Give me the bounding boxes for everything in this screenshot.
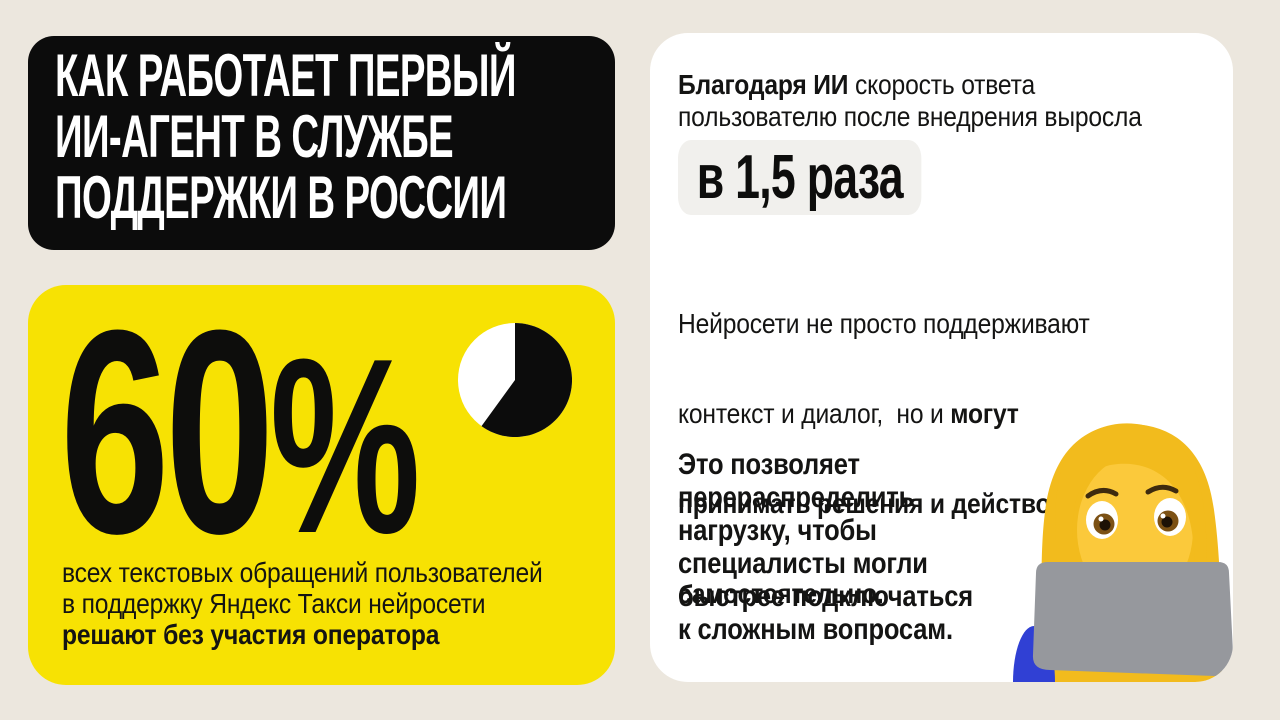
closing-line: к сложным вопросам. [678, 613, 953, 646]
page-title-line: ИИ-АГЕНТ В СЛУЖБЕ [55, 103, 454, 170]
body-line-normal: контекст и диалог, но и [678, 398, 951, 429]
woman-technologist-emoji [1013, 423, 1233, 682]
title-card: КАК РАБОТАЕТ ПЕРВЫЙ ИИ-АГЕНТ В СЛУЖБЕ ПО… [28, 36, 615, 250]
lead-line: пользователю после внедрения выросла [678, 101, 1142, 132]
lead-line: Благодаря ИИ скорость ответа [678, 69, 1142, 101]
page-title-line: ПОДДЕРЖКИ В РОССИИ [55, 164, 507, 231]
closing-line: перераспределить [678, 481, 915, 514]
percent-sign: % [269, 306, 421, 585]
lead-rest: скорость ответа [848, 69, 1036, 100]
stat-caption-line: всех текстовых обращений пользователей [62, 557, 543, 588]
body-line: контекст и диалог, но и могут [678, 399, 1105, 429]
stat-caption-line: в поддержку Яндекс Такси нейросети [62, 588, 486, 619]
stat-badge: в 1,5 раза [678, 140, 922, 215]
closing-line: нагрузку, чтобы [678, 514, 877, 547]
stat-caption-bold-line: решают без участия оператора [62, 619, 440, 650]
body-line: самостоятельно. [678, 578, 884, 609]
stat-card: 60% всех текстовых обращений пользовател… [28, 285, 615, 685]
pie-chart-icon [458, 323, 572, 437]
body-line-bold: могут [950, 398, 1019, 429]
lead-paragraph: Благодаря ИИ скорость ответа пользовател… [678, 69, 1142, 133]
body-line: Нейросети не просто поддерживают [678, 308, 1090, 339]
page-title-line: КАК РАБОТАЕТ ПЕРВЫЙ [55, 42, 516, 109]
closing-line: специалисты могли [678, 547, 928, 580]
stat-value: 60% [60, 270, 421, 594]
stat-caption: всех текстовых обращений пользователей в… [62, 557, 543, 650]
info-card: Благодаря ИИ скорость ответа пользовател… [650, 33, 1233, 682]
closing-line: Это позволяет [678, 448, 860, 481]
closing-line: быстрее подключаться [678, 580, 973, 613]
stat-badge-label: в 1,5 раза [696, 143, 904, 212]
closing-paragraph: Это позволяет перераспределить нагрузку,… [678, 448, 973, 646]
lead-bold: Благодаря ИИ [678, 69, 849, 100]
